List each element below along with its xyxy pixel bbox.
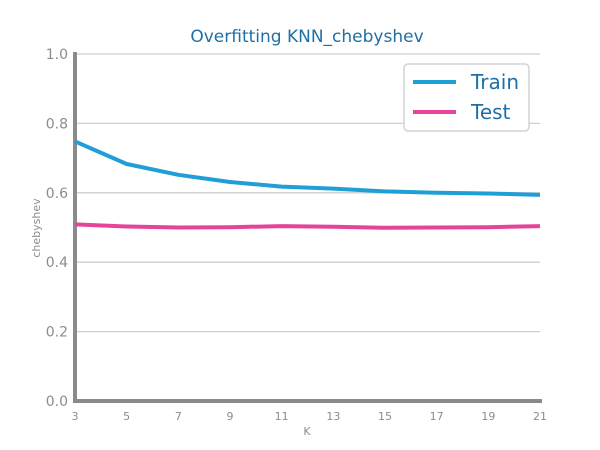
legend: Train Test: [403, 63, 530, 132]
x-axis-label: K: [303, 425, 311, 438]
x-tick-label: 19: [481, 410, 495, 423]
series-lines: [74, 139, 541, 230]
x-tick-label: 17: [430, 410, 444, 423]
x-tick-label: 3: [72, 410, 79, 423]
y-tick-label: 0.2: [46, 325, 68, 341]
y-tick-label: 1.0: [46, 47, 68, 63]
x-tick-label: 11: [275, 410, 289, 423]
y-tick-label: 0.4: [46, 255, 68, 271]
x-tick-label: 5: [123, 410, 130, 423]
x-tick-label: 9: [227, 410, 234, 423]
tick-labels: 0.0 0.2 0.4 0.6 0.8 1.0 3 5 7 9 11 13 15 17 19 21: [46, 47, 547, 423]
y-tick-label: 0.6: [46, 186, 68, 202]
y-axis-label: chebyshev: [30, 198, 43, 258]
x-tick-label: 15: [378, 410, 392, 423]
chart-title: Overfitting KNN_chebyshev: [190, 27, 423, 47]
axes: [73, 52, 542, 403]
x-tick-label: 21: [533, 410, 547, 423]
series-line-test: [74, 222, 541, 230]
legend-label: Test: [470, 100, 511, 124]
legend-label: Train: [470, 70, 519, 94]
x-tick-label: 13: [326, 410, 340, 423]
x-tick-label: 7: [175, 410, 182, 423]
y-tick-label: 0.0: [46, 394, 68, 410]
y-tick-label: 0.8: [46, 116, 68, 132]
series-line-train: [74, 139, 541, 197]
